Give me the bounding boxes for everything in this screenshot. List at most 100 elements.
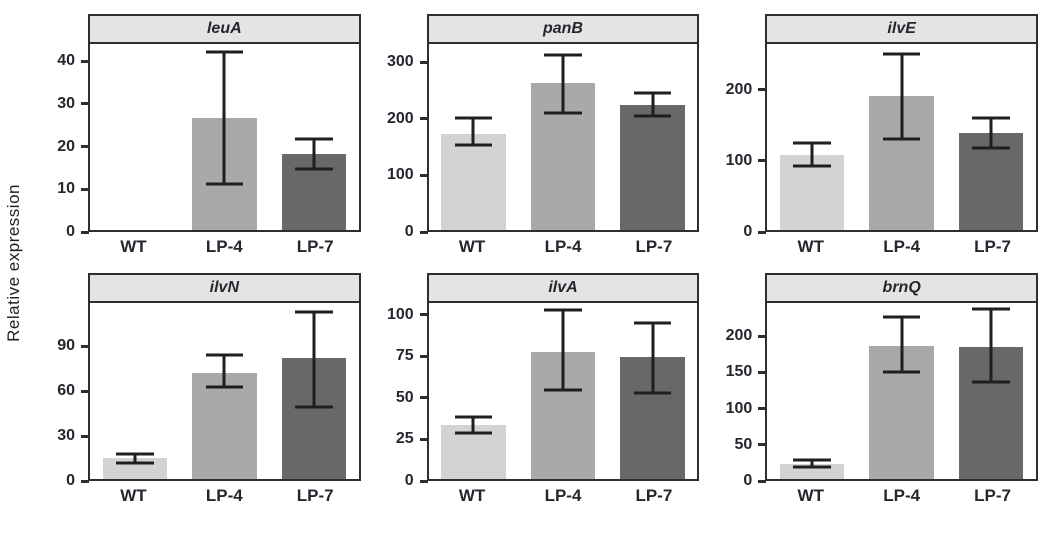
- error-bar-cap-top: [793, 141, 831, 145]
- error-bar-cap-bottom: [793, 164, 831, 168]
- y-tick-mark: [419, 437, 428, 441]
- error-bar-line: [651, 92, 655, 117]
- y-tick-label: 0: [743, 472, 753, 489]
- panel-column: brnQ WT LP-4 LP-7: [765, 273, 1038, 507]
- error-bar-cap-top: [882, 315, 921, 319]
- y-axis-ticks: 0 50 100 150 200: [709, 303, 767, 489]
- error-bar-line: [471, 117, 475, 146]
- bar-group-LP-4: [857, 303, 947, 479]
- error-bar-cap-top: [972, 307, 1011, 311]
- bar-group-LP-4: [857, 44, 947, 230]
- x-axis-labels: WT LP-4 LP-7: [765, 232, 1038, 258]
- y-tick-mark: [419, 354, 428, 358]
- error-bar-cap-bottom: [205, 385, 244, 389]
- error-bar-cap-bottom: [295, 405, 333, 409]
- panel-ilvE: 0 100 200 ilvE WT LP-4 LP-7: [709, 14, 1038, 258]
- error-bar-cap-top: [205, 50, 244, 54]
- y-tick-label: 10: [57, 180, 75, 198]
- error-bar-line: [989, 118, 993, 149]
- bar-group-LP-4: [180, 44, 270, 230]
- y-tick-mark: [758, 479, 767, 483]
- y-tick-mark: [419, 396, 428, 400]
- x-axis-labels: WT LP-4 LP-7: [88, 481, 361, 507]
- error-bar-cap-bottom: [633, 114, 672, 118]
- x-tick-label-LP-7: LP-7: [974, 236, 1011, 256]
- plot-area: [426, 44, 700, 232]
- panel-column: leuA WT LP-4 LP-7: [88, 14, 361, 258]
- error-bar-line: [222, 52, 226, 184]
- y-tick-mark: [419, 313, 428, 317]
- error-bar-cap-bottom: [295, 167, 333, 171]
- y-tick-mark: [758, 334, 767, 338]
- panel-header: ilvN: [88, 273, 361, 303]
- error-bar-cap-top: [295, 310, 333, 314]
- y-tick-label: 300: [386, 53, 414, 71]
- x-tick-label-LP-7: LP-7: [974, 485, 1011, 505]
- y-tick-label: 75: [395, 347, 414, 365]
- x-tick-label-LP-4: LP-4: [544, 485, 582, 505]
- y-axis-panB: 0 100 200 300: [371, 14, 428, 258]
- error-bar-cap-top: [793, 458, 831, 462]
- error-bar-cap-top: [544, 53, 582, 57]
- x-tick-label-LP-7: LP-7: [635, 236, 673, 256]
- bar-group-LP-7: [946, 44, 1036, 230]
- bar-group-LP-7: [608, 303, 698, 479]
- error-bar-cap-bottom: [115, 461, 154, 465]
- x-tick-label-LP-7: LP-7: [635, 485, 673, 505]
- error-bar-cap-bottom: [205, 182, 244, 185]
- y-tick-mark: [419, 60, 428, 64]
- error-bar-cap-top: [205, 353, 244, 357]
- y-tick-label: 0: [404, 223, 414, 240]
- x-tick-label-LP-4: LP-4: [205, 236, 243, 256]
- x-tick-label-LP-4: LP-4: [883, 485, 921, 505]
- x-axis-labels: WT LP-4 LP-7: [427, 481, 700, 507]
- y-tick-mark: [758, 370, 767, 374]
- panel-brnQ: 0 50 100 150 200 brnQ WT LP-4 LP-7: [709, 273, 1038, 507]
- bar-WT: [441, 133, 506, 230]
- error-bar-cap-bottom: [793, 465, 831, 469]
- y-tick-mark: [758, 230, 767, 234]
- x-tick-label-LP-4: LP-4: [205, 485, 243, 505]
- plot-area: [765, 303, 1038, 481]
- error-bar-line: [561, 309, 565, 391]
- error-bar-line: [651, 322, 655, 394]
- panel-header: panB: [426, 14, 700, 44]
- error-bar-cap-bottom: [544, 388, 582, 392]
- x-tick-label-WT: WT: [458, 236, 486, 256]
- bar-group-LP-7: [608, 44, 698, 230]
- y-axis-label: Relative expression: [4, 184, 23, 342]
- y-tick-label: 150: [725, 363, 753, 381]
- error-bar-cap-top: [115, 452, 154, 456]
- x-tick-label-WT: WT: [120, 236, 147, 256]
- panel-header: brnQ: [765, 273, 1038, 303]
- y-tick-label: 30: [57, 427, 75, 445]
- bar-LP-4: [192, 372, 257, 479]
- y-tick-label: 0: [66, 472, 75, 489]
- error-bar-line: [900, 53, 904, 140]
- y-tick-label: 30: [57, 94, 75, 112]
- y-tick-label: 25: [395, 430, 414, 448]
- error-bar-line: [810, 460, 814, 467]
- error-bar-cap-bottom: [972, 146, 1011, 150]
- y-axis-ilvE: 0 100 200: [709, 14, 767, 258]
- panel-column: panB WT LP-4 LP-7: [426, 14, 700, 258]
- y-axis-ticks: 0 100 200: [709, 44, 767, 240]
- y-axis-label-wrap: Relative expression: [4, 0, 24, 526]
- error-bar-cap-top: [633, 91, 672, 95]
- panel-title: leuA: [206, 20, 242, 37]
- x-tick-label-LP-4: LP-4: [544, 236, 582, 256]
- bar-group-LP-7: [946, 303, 1036, 479]
- error-bar-cap-bottom: [544, 111, 582, 115]
- y-tick-label: 200: [725, 327, 753, 345]
- error-bar-line: [810, 143, 814, 166]
- y-axis-brnQ: 0 50 100 150 200: [709, 273, 767, 507]
- y-axis-ilvA: 0 25 50 75 100: [371, 273, 428, 507]
- plot-area: [426, 303, 700, 481]
- x-tick-label-LP-7: LP-7: [296, 485, 334, 505]
- panel-title: brnQ: [882, 279, 921, 296]
- error-bar-line: [312, 311, 316, 407]
- x-axis-labels: WT LP-4 LP-7: [427, 232, 700, 258]
- y-tick-label: 100: [386, 305, 414, 323]
- y-tick-mark: [758, 443, 767, 447]
- y-tick-mark: [758, 88, 767, 92]
